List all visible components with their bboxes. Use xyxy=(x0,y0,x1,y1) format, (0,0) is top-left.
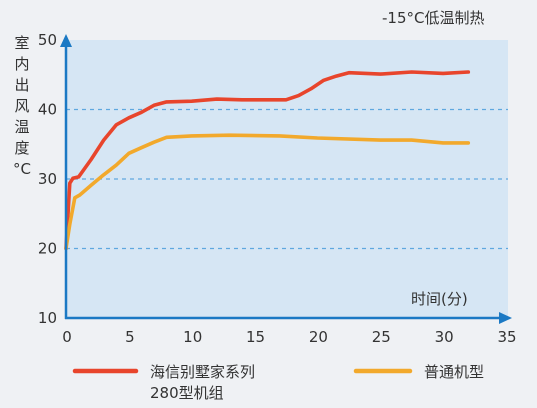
y-axis-label-char: °C xyxy=(13,160,31,178)
x-tick-label: 35 xyxy=(497,328,516,346)
legend-label-line: 280型机组 xyxy=(150,384,224,402)
x-axis-label: 时间(分) xyxy=(411,290,468,308)
y-tick-label: 20 xyxy=(38,240,57,258)
x-tick-label: 0 xyxy=(62,328,72,346)
y-tick-label: 40 xyxy=(38,101,57,119)
x-tick-label: 20 xyxy=(309,328,328,346)
y-tick-label: 30 xyxy=(38,170,57,188)
y-axis-label-group: 室内出风温度 °C xyxy=(13,34,31,178)
series-line-2 xyxy=(64,133,471,251)
chart-title: -15°C低温制热 xyxy=(382,9,484,27)
y-axis-label-char: 出 xyxy=(14,76,29,94)
y-axis-label-char: 风 xyxy=(14,97,29,115)
x-tick-label: 25 xyxy=(372,328,391,346)
legend: 海信别墅家系列 280型机组 普通机型 xyxy=(72,363,484,402)
y-tick-label: 50 xyxy=(38,31,57,49)
y-axis-label-char: 温 xyxy=(14,118,29,136)
x-tick-label: 10 xyxy=(183,328,202,346)
y-axis-label: 室内出风温度 °C xyxy=(13,34,31,178)
tick-labels: 10 20 30 40 50 0 5 10 15 20 25 30 35 xyxy=(38,31,517,346)
x-axis-arrow xyxy=(499,312,512,324)
y-axis-label-char: 内 xyxy=(14,55,29,73)
legend-item: 海信别墅家系列 280型机组 xyxy=(72,363,255,402)
y-axis-label-char: 度 xyxy=(14,139,29,157)
y-axis-label-char: 室 xyxy=(14,34,29,52)
x-tick-label: 5 xyxy=(125,328,135,346)
axes xyxy=(60,34,512,324)
x-tick-label: 30 xyxy=(435,328,454,346)
series-lines xyxy=(64,70,471,251)
series-line-1 xyxy=(64,70,471,251)
legend-label-line: 普通机型 xyxy=(424,363,484,381)
legend-label: 普通机型 xyxy=(424,363,484,381)
gridlines xyxy=(66,108,508,250)
y-axis-arrow xyxy=(60,34,72,47)
legend-label: 海信别墅家系列 280型机组 xyxy=(150,363,255,402)
legend-label-line: 海信别墅家系列 xyxy=(150,363,255,381)
y-tick-label: 10 xyxy=(38,309,57,327)
legend-item: 普通机型 xyxy=(353,363,484,381)
x-tick-label: 15 xyxy=(246,328,265,346)
